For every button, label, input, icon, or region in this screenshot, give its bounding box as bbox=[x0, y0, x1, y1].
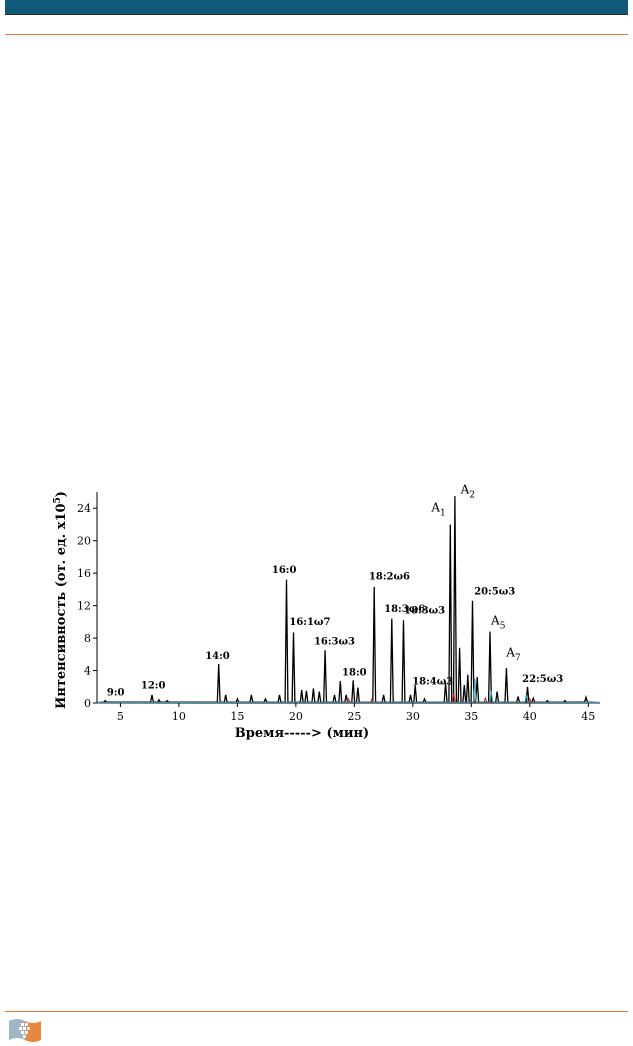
peak-label: 16:0 bbox=[272, 565, 297, 576]
peak-label-a-subscript: 7 bbox=[515, 654, 521, 664]
x-axis-title: Время-----> (мин) bbox=[235, 726, 369, 741]
y-tick-label: 8 bbox=[84, 632, 91, 645]
x-tick-label: 30 bbox=[406, 710, 420, 723]
y-tick-label: 20 bbox=[77, 535, 91, 548]
peak-label-a-subscript: 5 bbox=[500, 621, 506, 631]
x-tick-label: 20 bbox=[289, 710, 303, 723]
peak-label-a: A7 bbox=[505, 646, 521, 664]
peak-label: 18:0 bbox=[342, 667, 367, 678]
peak-label-a-subscript: 1 bbox=[440, 508, 446, 518]
chromatogram-chart: Интенсивность (от. ед. x105) Время----->… bbox=[40, 470, 633, 755]
grid-flag-logo-icon bbox=[9, 1019, 41, 1042]
y-tick-label: 16 bbox=[77, 567, 91, 580]
y-axis-title-main: Интенсивность (от. ед. x10 bbox=[54, 503, 69, 709]
trace-line-3 bbox=[96, 678, 601, 704]
peak-label: 12:0 bbox=[141, 680, 166, 691]
trace-line-2 bbox=[96, 693, 601, 704]
y-axis-title: Интенсивность (от. ед. x105) bbox=[53, 491, 69, 709]
x-tick-label: 35 bbox=[464, 710, 478, 723]
x-tick-label: 25 bbox=[347, 710, 361, 723]
peak-label: 20:5ω3 bbox=[474, 586, 515, 597]
peak-label: 18:3ω6 bbox=[384, 604, 425, 615]
peak-label: 22:5ω3 bbox=[522, 674, 563, 685]
peak-label: 14:0 bbox=[205, 651, 230, 662]
peak-label-a: A1 bbox=[430, 500, 445, 518]
peak-label: 9:0 bbox=[107, 688, 125, 699]
x-tick-label: 45 bbox=[581, 710, 595, 723]
footer-divider bbox=[5, 1011, 628, 1012]
peak-label: 18:2ω6 bbox=[369, 572, 410, 583]
peak-label-a: A5 bbox=[490, 613, 506, 631]
y-tick-label: 0 bbox=[84, 697, 91, 710]
x-tick-label: 40 bbox=[523, 710, 537, 723]
y-axis-title-exponent: 5 bbox=[53, 497, 63, 503]
header-bar bbox=[5, 0, 628, 15]
peak-label: 16:1ω7 bbox=[289, 617, 330, 628]
y-tick-label: 12 bbox=[77, 600, 91, 613]
x-tick-label: 5 bbox=[117, 710, 124, 723]
x-tick-label: 15 bbox=[230, 710, 244, 723]
peak-label-a-subscript: 2 bbox=[469, 491, 475, 501]
y-axis-title-close: ) bbox=[54, 491, 69, 497]
peak-label: 18:4ω3 bbox=[412, 676, 453, 687]
peak-label-a: A2 bbox=[460, 483, 475, 501]
y-tick-label: 4 bbox=[84, 665, 91, 678]
y-tick-label: 24 bbox=[77, 502, 91, 515]
header-divider bbox=[5, 34, 628, 35]
x-tick-label: 10 bbox=[172, 710, 186, 723]
chromatogram-svg: Интенсивность (от. ед. x105) Время----->… bbox=[53, 483, 601, 741]
peak-label: 16:3ω3 bbox=[314, 637, 355, 648]
peak-label: 18:3ω3 bbox=[404, 606, 445, 617]
